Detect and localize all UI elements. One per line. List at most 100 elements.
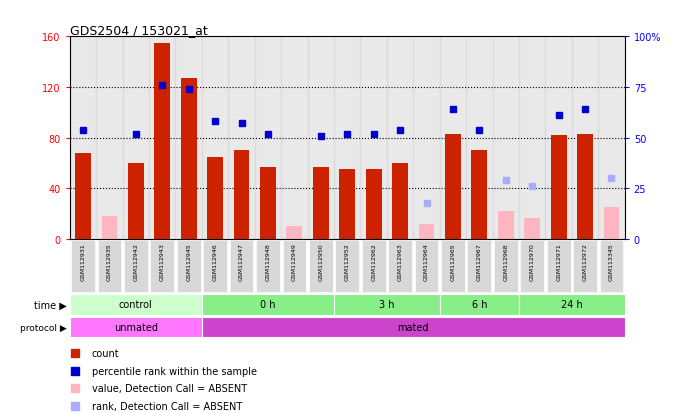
Text: GSM112947: GSM112947	[239, 243, 244, 280]
FancyBboxPatch shape	[520, 241, 544, 292]
Text: value, Detection Call = ABSENT: value, Detection Call = ABSENT	[92, 383, 247, 394]
Bar	[181, 79, 197, 240]
Text: percentile rank within the sample: percentile rank within the sample	[92, 366, 257, 376]
Bar	[202, 37, 228, 240]
FancyBboxPatch shape	[519, 294, 625, 315]
Text: GSM112965: GSM112965	[450, 243, 456, 280]
Bar	[75, 154, 91, 240]
Text: 6 h: 6 h	[472, 299, 487, 309]
FancyBboxPatch shape	[415, 241, 438, 292]
Text: GSM112931: GSM112931	[80, 243, 86, 280]
FancyBboxPatch shape	[468, 241, 491, 292]
Bar	[387, 37, 413, 240]
FancyBboxPatch shape	[334, 294, 440, 315]
FancyBboxPatch shape	[203, 241, 227, 292]
Text: GSM112952: GSM112952	[345, 243, 350, 280]
Bar	[466, 37, 493, 240]
Bar	[524, 218, 540, 240]
FancyBboxPatch shape	[440, 294, 519, 315]
Text: GSM112950: GSM112950	[318, 243, 323, 280]
Bar	[308, 37, 334, 240]
Text: GSM112967: GSM112967	[477, 243, 482, 280]
Text: GSM112948: GSM112948	[265, 243, 271, 280]
Bar	[577, 135, 593, 240]
Text: GSM112949: GSM112949	[292, 243, 297, 280]
Text: GDS2504 / 153021_at: GDS2504 / 153021_at	[70, 24, 207, 37]
Text: GSM112943: GSM112943	[160, 243, 165, 280]
Bar	[519, 37, 545, 240]
Bar	[392, 164, 408, 240]
Bar	[419, 224, 434, 240]
Bar	[545, 37, 572, 240]
Text: GSM112963: GSM112963	[398, 243, 403, 280]
Text: count: count	[92, 348, 119, 358]
FancyBboxPatch shape	[309, 241, 333, 292]
FancyBboxPatch shape	[202, 317, 625, 337]
FancyBboxPatch shape	[335, 241, 359, 292]
Text: rank, Detection Call = ABSENT: rank, Detection Call = ABSENT	[92, 401, 242, 411]
FancyBboxPatch shape	[283, 241, 306, 292]
Bar	[207, 157, 223, 240]
Text: GSM112972: GSM112972	[583, 243, 588, 280]
Text: GSM112970: GSM112970	[530, 243, 535, 280]
FancyBboxPatch shape	[70, 294, 202, 315]
FancyBboxPatch shape	[547, 241, 570, 292]
FancyBboxPatch shape	[494, 241, 518, 292]
FancyBboxPatch shape	[98, 241, 121, 292]
Text: mated: mated	[398, 322, 429, 332]
Text: GSM113345: GSM113345	[609, 243, 614, 280]
Bar	[445, 135, 461, 240]
Bar	[498, 212, 514, 240]
Bar	[313, 167, 329, 240]
Text: GSM112945: GSM112945	[186, 243, 191, 280]
FancyBboxPatch shape	[202, 294, 334, 315]
Bar	[604, 208, 619, 240]
FancyBboxPatch shape	[230, 241, 253, 292]
Text: protocol ▶: protocol ▶	[20, 323, 66, 332]
FancyBboxPatch shape	[150, 241, 174, 292]
Bar	[286, 227, 302, 240]
FancyBboxPatch shape	[573, 241, 597, 292]
Bar	[70, 37, 96, 240]
Text: 3 h: 3 h	[379, 299, 394, 309]
Bar	[255, 37, 281, 240]
Text: 0 h: 0 h	[260, 299, 276, 309]
Text: GSM112962: GSM112962	[371, 243, 376, 280]
FancyBboxPatch shape	[70, 317, 202, 337]
Text: GSM112964: GSM112964	[424, 243, 429, 280]
Text: GSM112968: GSM112968	[503, 243, 508, 280]
Text: GSM112971: GSM112971	[556, 243, 561, 280]
Bar	[493, 37, 519, 240]
Bar	[366, 170, 382, 240]
Text: GSM112946: GSM112946	[213, 243, 218, 280]
Bar	[440, 37, 466, 240]
FancyBboxPatch shape	[256, 241, 280, 292]
Bar	[471, 151, 487, 240]
Text: control: control	[119, 299, 153, 309]
Bar	[334, 37, 360, 240]
Bar	[154, 43, 170, 240]
FancyBboxPatch shape	[441, 241, 465, 292]
FancyBboxPatch shape	[362, 241, 385, 292]
Bar	[96, 37, 123, 240]
Bar	[101, 217, 117, 240]
Bar	[339, 170, 355, 240]
FancyBboxPatch shape	[388, 241, 412, 292]
Bar	[175, 37, 202, 240]
FancyBboxPatch shape	[124, 241, 148, 292]
Text: unmated: unmated	[114, 322, 158, 332]
Bar	[281, 37, 308, 240]
Bar	[128, 164, 144, 240]
Bar	[551, 136, 567, 240]
Bar	[234, 151, 249, 240]
Bar	[149, 37, 175, 240]
Bar	[598, 37, 625, 240]
Bar	[413, 37, 440, 240]
FancyBboxPatch shape	[177, 241, 200, 292]
Bar	[228, 37, 255, 240]
Text: 24 h: 24 h	[561, 299, 583, 309]
Bar	[123, 37, 149, 240]
FancyBboxPatch shape	[71, 241, 95, 292]
Text: GSM112935: GSM112935	[107, 243, 112, 280]
Text: time ▶: time ▶	[34, 299, 66, 310]
